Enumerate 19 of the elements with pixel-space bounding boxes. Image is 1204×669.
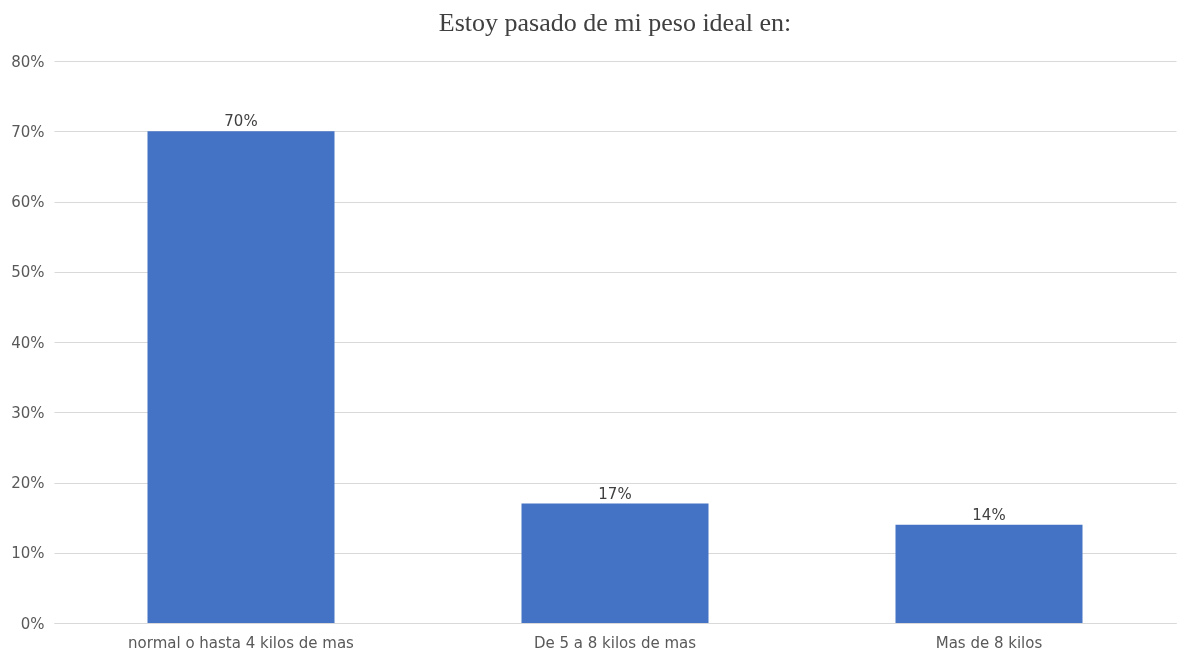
bar <box>521 503 709 623</box>
y-tick-label: 10% <box>11 544 45 563</box>
chart-title: Estoy pasado de mi peso ideal en: <box>438 8 792 37</box>
data-label: 14% <box>972 505 1006 524</box>
x-tick-label: De 5 a 8 kilos de mas <box>533 633 697 652</box>
y-tick-label: 0% <box>20 614 45 633</box>
y-tick-label: 20% <box>11 474 45 492</box>
data-label: 17% <box>598 484 632 503</box>
y-tick-label: 50% <box>11 263 45 282</box>
y-tick-label: 40% <box>11 333 45 352</box>
y-tick-label: 80% <box>11 52 45 71</box>
bar <box>895 524 1083 623</box>
bar <box>147 131 335 623</box>
y-tick-label: 60% <box>11 193 45 211</box>
y-tick-label: 30% <box>11 403 45 422</box>
x-tick-label: normal o hasta 4 kilos de mas <box>128 633 355 652</box>
data-label: 70% <box>224 112 258 131</box>
y-tick-label: 70% <box>11 122 45 141</box>
x-tick-label: Mas de 8 kilos <box>935 633 1043 652</box>
